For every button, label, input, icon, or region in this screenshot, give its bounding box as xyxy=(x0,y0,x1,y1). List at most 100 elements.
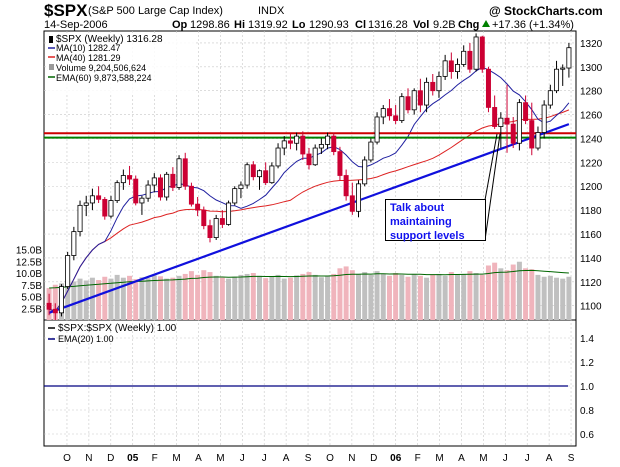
candle-body xyxy=(516,102,522,144)
volume-tick-label: 10.0B xyxy=(16,269,42,280)
x-tick-label: 05 xyxy=(127,453,139,464)
candle-body xyxy=(349,195,355,212)
candle-body xyxy=(127,175,133,180)
x-tick-label: A xyxy=(195,453,202,464)
volume-bar xyxy=(510,264,516,320)
candle-body xyxy=(411,90,417,111)
volume-bar xyxy=(89,277,95,320)
x-tick-label: F xyxy=(415,453,421,464)
candle-body xyxy=(547,90,553,106)
ratio-legend: $SPX:$SPX (Weekly) 1.00 EMA(20) 1.00 xyxy=(48,323,177,344)
candle-body xyxy=(287,140,293,144)
volume-bar xyxy=(77,278,83,320)
candle-body xyxy=(541,104,547,133)
volume-bar xyxy=(281,278,287,320)
candle-body xyxy=(89,195,95,204)
candle-body xyxy=(176,158,182,188)
volume-bar xyxy=(114,274,120,320)
volume-bar xyxy=(312,274,318,320)
legend-bg xyxy=(46,33,196,95)
candle-body xyxy=(213,218,219,238)
volume-bar xyxy=(473,273,479,320)
volume-bar xyxy=(337,268,343,320)
volume-bar xyxy=(102,276,108,320)
volume-bar xyxy=(405,276,411,320)
candle-body xyxy=(337,151,343,176)
candle-icon xyxy=(49,36,53,43)
volume-bar xyxy=(374,271,380,320)
volume-bar xyxy=(498,268,504,320)
ratio-panel xyxy=(43,319,577,447)
volume-tick-label: 2.5B xyxy=(21,304,42,315)
x-tick-label: O xyxy=(326,453,334,464)
candle-body xyxy=(238,184,244,190)
candle-body xyxy=(535,132,541,149)
volume-bar xyxy=(485,265,491,320)
volume-bar xyxy=(318,277,324,320)
volume-bar xyxy=(170,277,176,320)
candle-body xyxy=(52,308,58,314)
volume-tick-label: 7.5B xyxy=(21,281,42,292)
legend-ema60: EMA(60) 9,873,588,224 xyxy=(56,73,152,83)
volume-bar xyxy=(145,278,151,320)
hi-value: 1319.92 xyxy=(248,19,288,31)
lo-value: 1290.93 xyxy=(309,19,349,31)
candle-body xyxy=(554,68,560,92)
hi-label: Hi xyxy=(234,19,245,31)
candle-body xyxy=(362,159,368,185)
volume-bar xyxy=(133,279,139,320)
triangle-up-icon xyxy=(482,20,490,27)
candle-body xyxy=(448,60,454,73)
candle-body xyxy=(430,81,436,92)
candle-body xyxy=(164,173,170,198)
axes: 1100 1120 1140 1160 1180 1200 1220 1240 1260 1280… xyxy=(16,39,603,464)
volume-bar xyxy=(479,274,485,320)
candle-body xyxy=(263,170,269,184)
candle-body xyxy=(250,164,256,178)
chg-value: +17.36 (+1.34%) xyxy=(492,19,574,31)
x-tick-label: A xyxy=(283,453,290,464)
candle-body xyxy=(461,50,467,65)
volume-bar xyxy=(306,272,312,320)
price-tick-label: 1320 xyxy=(580,39,603,50)
legend-volume: Volume 9,204,506,624 xyxy=(56,63,146,73)
annotation-box: Talk about maintaining support levels xyxy=(385,199,486,242)
candle-body xyxy=(510,123,516,144)
annotation-line: support levels xyxy=(390,230,465,242)
x-tick-label: A xyxy=(458,453,465,464)
x-tick-label: F xyxy=(152,453,158,464)
x-tick-label: A xyxy=(546,453,553,464)
legend-ma40: MA(40) 1281.29 xyxy=(56,53,121,63)
volume-bar xyxy=(96,280,102,320)
price-tick-label: 1220 xyxy=(580,158,603,169)
candle-body xyxy=(312,147,318,166)
price-tick-label: 1280 xyxy=(580,87,603,98)
candle-body xyxy=(58,286,64,314)
candle-body xyxy=(269,165,275,184)
candle-body xyxy=(318,144,324,149)
candle-body xyxy=(566,47,572,69)
candle-body xyxy=(226,202,232,225)
candle-body xyxy=(294,135,300,144)
price-tick-label: 1200 xyxy=(580,182,603,193)
ratio-tick-label: 1.2 xyxy=(580,358,594,369)
candle-body xyxy=(306,153,312,166)
candle-body xyxy=(232,188,238,204)
candle-body xyxy=(405,96,411,111)
volume-bar xyxy=(213,275,219,320)
price-tick-label: 1160 xyxy=(580,230,602,241)
candle-body xyxy=(201,209,207,227)
volume-bar xyxy=(139,277,145,320)
legend-ema20: EMA(20) 1.00 xyxy=(58,334,114,344)
volume-bar xyxy=(504,270,510,320)
op-value: 1298.86 xyxy=(190,19,230,31)
volume-bar xyxy=(151,275,157,320)
x-tick-label: M xyxy=(216,453,224,464)
candle-body xyxy=(145,184,151,199)
cl-value: 1316.28 xyxy=(368,19,408,31)
candle-body xyxy=(498,117,504,127)
volume-bar xyxy=(417,275,423,320)
candle-body xyxy=(479,36,485,70)
volume-bar xyxy=(257,275,262,320)
candle-body xyxy=(424,81,430,106)
